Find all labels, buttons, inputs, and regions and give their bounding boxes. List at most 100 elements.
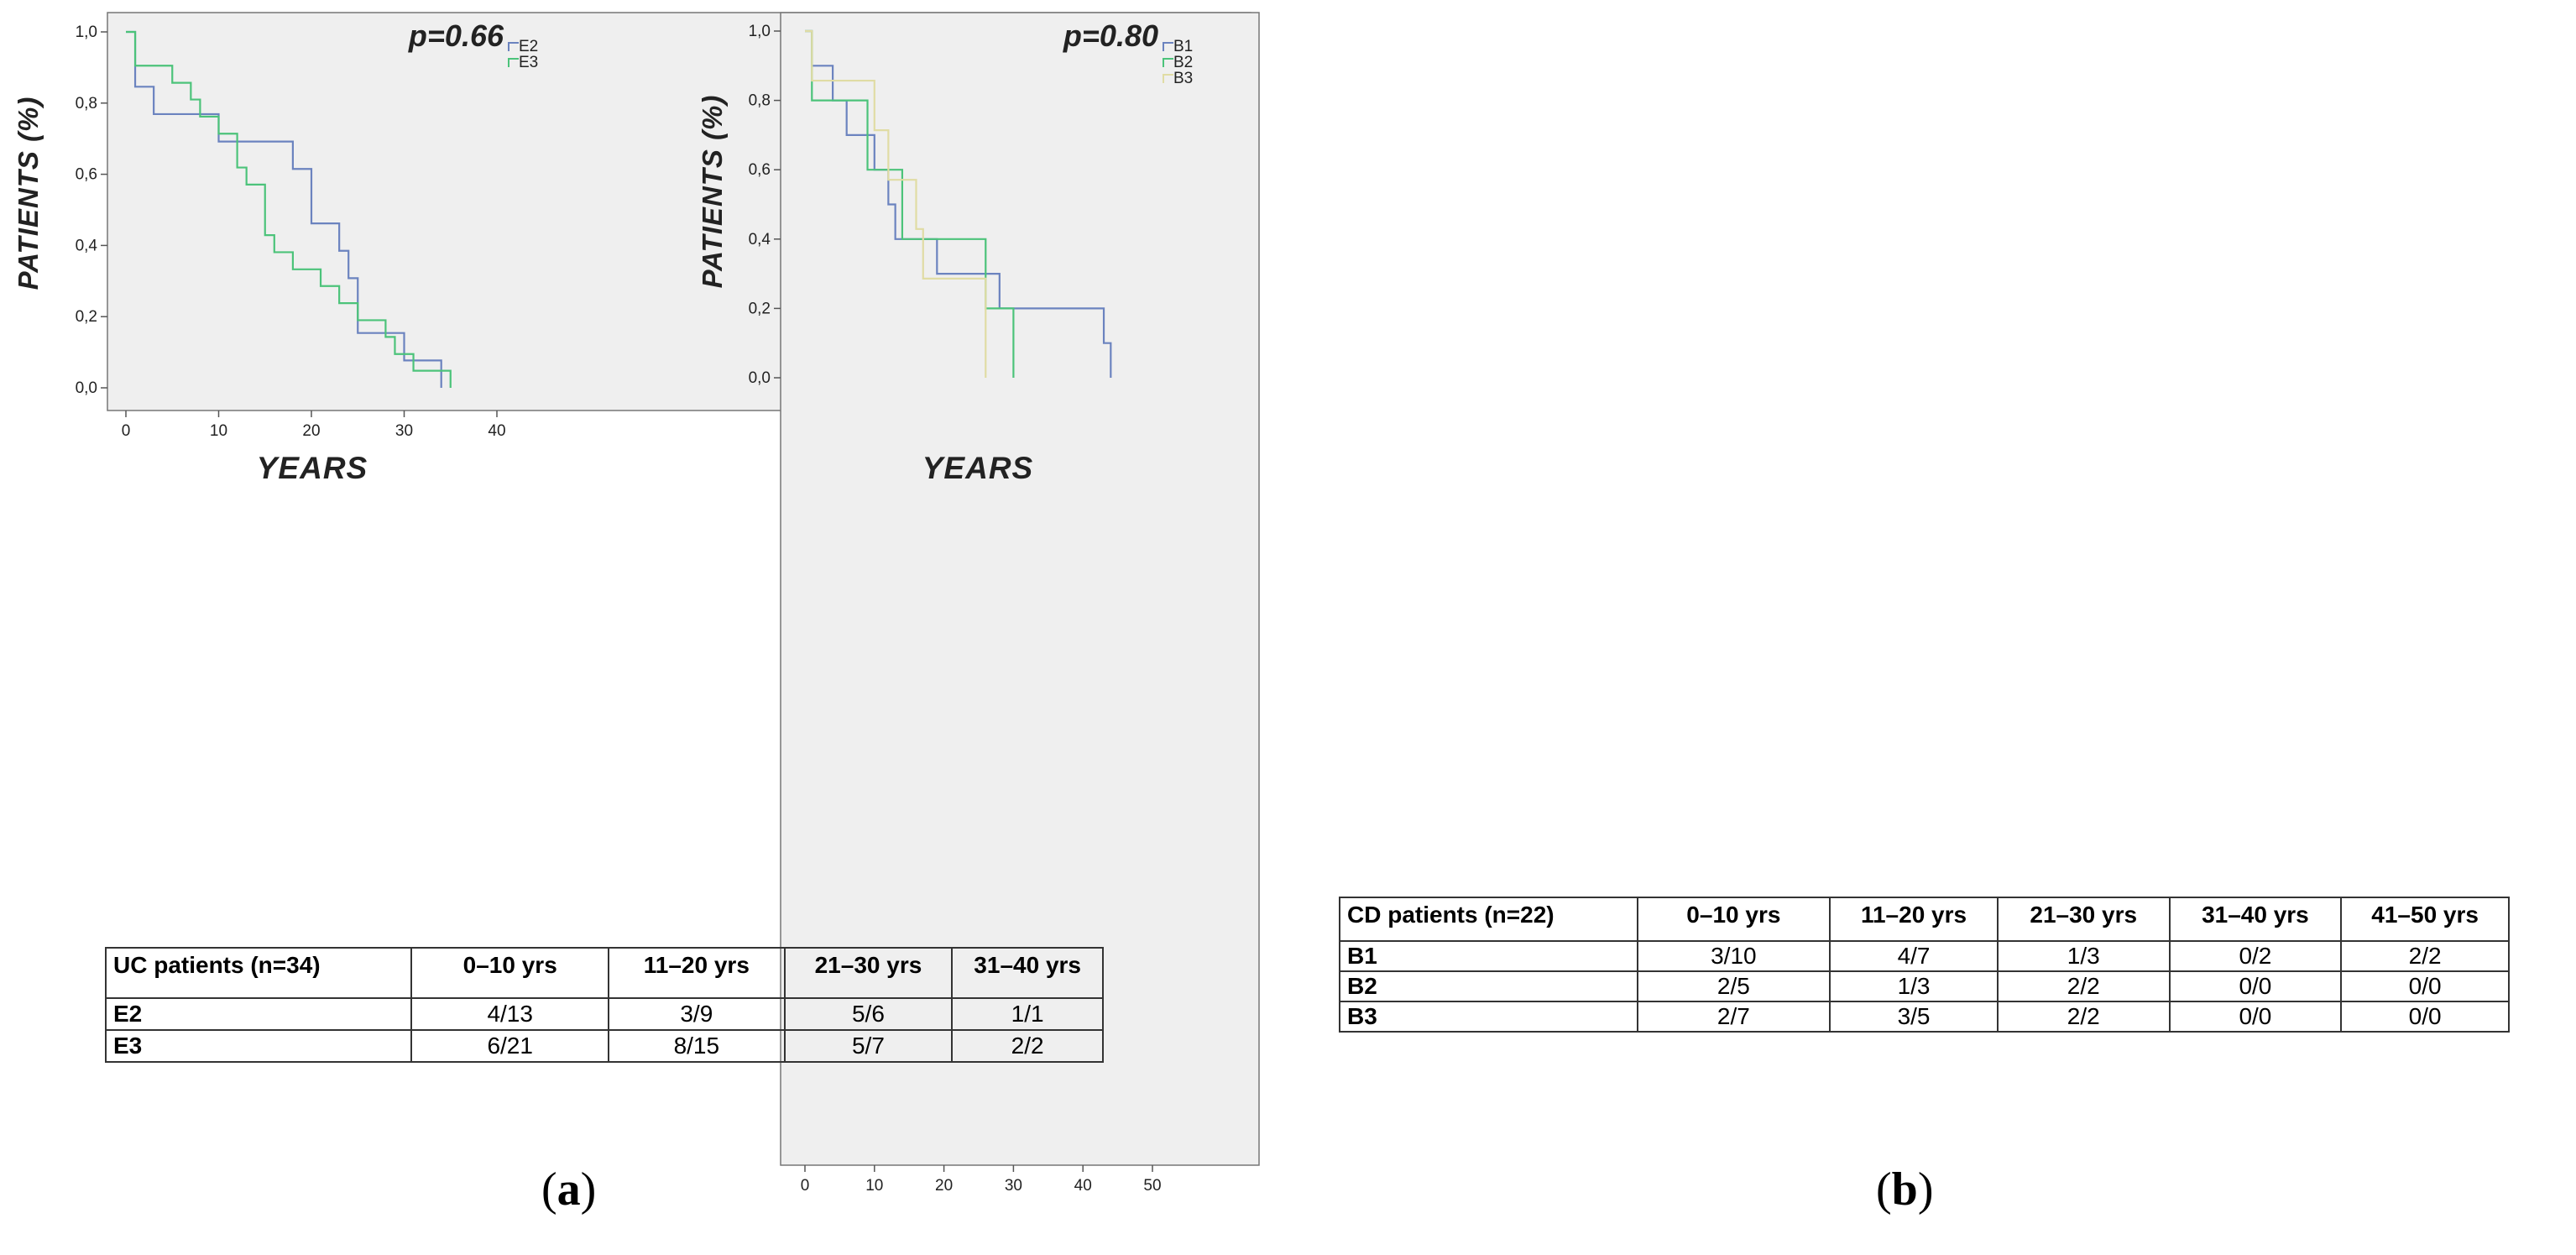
legend-swatch-e2: [508, 42, 519, 51]
table-cell: 4/7: [1829, 940, 1999, 972]
table-cell: B2: [1339, 970, 1638, 1002]
table-cell: 5/6: [783, 997, 954, 1031]
x-tick-label: 10: [865, 1177, 883, 1195]
table-cell: 3/9: [608, 997, 786, 1031]
panel-label-close: ): [580, 1163, 597, 1216]
table-cell: 3/10: [1636, 940, 1831, 972]
legend-swatch-b1: [1163, 42, 1173, 51]
legend-label-b1: B1: [1173, 38, 1193, 55]
table-cell: 0–10 yrs: [410, 947, 609, 999]
table-cell: 2/7: [1636, 1001, 1831, 1033]
legend-label-b2: B2: [1173, 54, 1193, 71]
table-cell: 2/5: [1636, 970, 1831, 1002]
panel-label-a: (a): [541, 1163, 596, 1216]
series-line-e2: [126, 30, 442, 388]
y-tick-label: 0,6: [76, 166, 97, 184]
y-tick-label: 0,6: [749, 161, 771, 179]
legend-swatch-b2: [1163, 58, 1173, 67]
y-tick-label: 0,8: [76, 95, 97, 112]
table-row: B3 2/7 3/5 2/2 0/0 0/0: [1339, 1001, 2510, 1033]
panel-label-open: (: [1876, 1163, 1892, 1216]
x-tick-label: 0: [122, 422, 131, 440]
x-tick-label: 40: [488, 422, 505, 440]
table-cell: 0/0: [2340, 970, 2510, 1002]
table-cell: 11–20 yrs: [1829, 897, 1999, 942]
panel-label-close: ): [1917, 1163, 1934, 1216]
y-tick-label: 0,8: [749, 92, 771, 110]
table-header-row: CD patients (n=22) 0–10 yrs 11–20 yrs 21…: [1339, 897, 2510, 942]
x-axis-label: YEARS: [922, 451, 1033, 485]
x-tick-label: 40: [1074, 1177, 1092, 1195]
table-cell: CD patients (n=22): [1339, 897, 1638, 942]
table-cell: UC patients (n=34): [104, 947, 413, 999]
table-cell: 2/2: [1996, 1001, 2171, 1033]
legend-swatch-e3: [508, 58, 519, 67]
table-cell: 31–40 yrs: [951, 947, 1104, 999]
table-cell: 0/0: [2168, 1001, 2343, 1033]
y-tick-label: 0,0: [749, 369, 771, 387]
table-cell: E2: [104, 997, 413, 1031]
y-tick-label: 0,2: [749, 300, 771, 317]
panel-label-open: (: [541, 1163, 557, 1216]
p-value-annotation: p=0.66: [408, 18, 504, 53]
table-cell: 0/0: [2168, 970, 2343, 1002]
y-tick-label: 1,0: [76, 24, 97, 41]
table-cell: E3: [104, 1029, 413, 1063]
legend-swatch-b3: [1163, 74, 1173, 83]
table-cell: 8/15: [608, 1029, 786, 1063]
y-tick-label: 0,4: [76, 237, 98, 254]
table-header-row: UC patients (n=34) 0–10 yrs 11–20 yrs 21…: [104, 947, 1104, 999]
y-tick-label: 0,0: [76, 379, 97, 397]
table-cell: 6/21: [410, 1029, 609, 1063]
panel-label-letter: b: [1891, 1163, 1918, 1216]
x-tick-label: 30: [1005, 1177, 1022, 1195]
legend-label-b3: B3: [1173, 70, 1193, 87]
table-cell: 2/2: [1996, 970, 2171, 1002]
x-tick-label: 0: [801, 1177, 810, 1195]
table-cell: 31–40 yrs: [2168, 897, 2343, 942]
table-cell: B3: [1339, 1001, 1638, 1033]
table-cell: 5/7: [783, 1029, 954, 1063]
table-cell: 4/13: [410, 997, 609, 1031]
table-cell: 21–30 yrs: [1996, 897, 2171, 942]
legend-label-e3: E3: [519, 54, 538, 71]
table-cell: 41–50 yrs: [2340, 897, 2510, 942]
series-line-b1: [805, 29, 1112, 378]
table-cell: 1/1: [951, 997, 1104, 1031]
y-axis-label: PATIENTS (%): [13, 97, 44, 290]
series-line-e3: [126, 30, 452, 388]
table-cell: 0/2: [2168, 940, 2343, 972]
x-tick-label: 20: [935, 1177, 953, 1195]
table-cell: 2/2: [951, 1029, 1104, 1063]
table-cell: 21–30 yrs: [783, 947, 954, 999]
table-cell: 1/3: [1829, 970, 1999, 1002]
table-uc-patients: UC patients (n=34) 0–10 yrs 11–20 yrs 21…: [104, 947, 1104, 1063]
series-line-b2: [805, 29, 1015, 378]
table-cell: 2/2: [2340, 940, 2510, 972]
legend-label-e2: E2: [519, 38, 538, 55]
panel-label-letter: a: [556, 1163, 581, 1216]
x-axis-label: YEARS: [257, 451, 368, 485]
table-row: E3 6/21 8/15 5/7 2/2: [104, 1029, 1104, 1063]
table-cell: B1: [1339, 940, 1638, 972]
y-tick-label: 0,2: [76, 308, 97, 326]
x-tick-label: 10: [210, 422, 227, 440]
table-row: B2 2/5 1/3 2/2 0/0 0/0: [1339, 970, 2510, 1002]
table-row: E2 4/13 3/9 5/6 1/1: [104, 997, 1104, 1031]
panel-label-b: (b): [1876, 1163, 1933, 1216]
y-axis-label: PATIENTS (%): [697, 95, 728, 289]
table-row: B1 3/10 4/7 1/3 0/2 2/2: [1339, 940, 2510, 972]
y-tick-label: 1,0: [749, 23, 771, 40]
table-cd-patients: CD patients (n=22) 0–10 yrs 11–20 yrs 21…: [1339, 897, 2510, 1033]
table-cell: 1/3: [1996, 940, 2171, 972]
x-tick-label: 50: [1143, 1177, 1161, 1195]
table-cell: 0/0: [2340, 1001, 2510, 1033]
p-value-annotation: p=0.80: [1063, 18, 1158, 53]
x-tick-label: 30: [395, 422, 413, 440]
table-cell: 0–10 yrs: [1636, 897, 1831, 942]
table-cell: 11–20 yrs: [608, 947, 786, 999]
x-tick-label: 20: [302, 422, 320, 440]
series-line-b3: [805, 29, 987, 378]
table-cell: 3/5: [1829, 1001, 1999, 1033]
